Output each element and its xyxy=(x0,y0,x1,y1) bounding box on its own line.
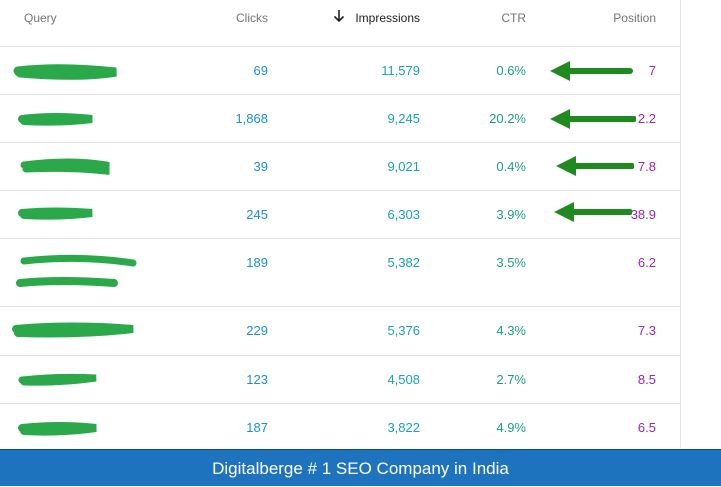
cell-ctr: 20.2% xyxy=(489,111,526,126)
redacted-query-scribble xyxy=(16,254,137,287)
redacted-query-scribble xyxy=(18,113,93,126)
header-impressions[interactable]: Impressions xyxy=(355,11,420,25)
redacted-query-scribble xyxy=(18,422,97,436)
header-position[interactable]: Position xyxy=(613,11,656,25)
cell-clicks: 1,868 xyxy=(235,111,268,126)
table-row[interactable]: 39 9,021 0.4% 7.8 xyxy=(0,143,680,191)
cell-impressions: 9,021 xyxy=(387,159,420,174)
redacted-query-scribble xyxy=(18,373,97,386)
cell-impressions: 9,245 xyxy=(387,111,420,126)
cell-impressions: 4,508 xyxy=(387,372,420,387)
header-ctr[interactable]: CTR xyxy=(501,11,526,25)
green-arrow-icon xyxy=(550,109,636,129)
table-row[interactable]: 1,868 9,245 20.2% 2.2 xyxy=(0,95,680,143)
search-queries-table: Query Clicks Impressions CTR Position 69… xyxy=(0,0,681,448)
cell-clicks: 229 xyxy=(246,323,268,338)
cell-ctr: 0.6% xyxy=(496,63,526,78)
green-arrow-icon xyxy=(550,61,633,81)
table-row[interactable]: 229 5,376 4.3% 7.3 xyxy=(0,307,680,356)
table-row[interactable]: 123 4,508 2.7% 8.5 xyxy=(0,356,680,404)
table-row[interactable]: 189 5,382 3.5% 6.2 xyxy=(0,239,680,307)
cell-impressions: 11,579 xyxy=(381,63,420,78)
arrow-down-icon[interactable] xyxy=(333,8,345,24)
green-arrow-icon xyxy=(556,156,634,176)
header-query[interactable]: Query xyxy=(24,11,57,25)
cell-position: 7.8 xyxy=(637,159,656,174)
green-arrow-icon xyxy=(554,202,632,222)
cell-position: 7.3 xyxy=(637,323,656,338)
cell-clicks: 39 xyxy=(253,159,268,174)
table-row[interactable]: 245 6,303 3.9% 38.9 xyxy=(0,191,680,239)
cell-clicks: 245 xyxy=(246,207,268,222)
cell-position: 7 xyxy=(648,63,656,78)
cell-ctr: 0.4% xyxy=(496,159,526,174)
cell-ctr: 2.7% xyxy=(496,372,526,387)
cell-impressions: 3,822 xyxy=(387,420,420,435)
cell-ctr: 4.3% xyxy=(496,323,526,338)
redacted-query-scribble xyxy=(13,64,117,80)
cell-position: 6.2 xyxy=(637,255,656,270)
cell-position: 6.5 xyxy=(637,420,656,435)
cell-impressions: 5,382 xyxy=(387,255,420,270)
cell-ctr: 3.9% xyxy=(496,207,526,222)
cell-position: 8.5 xyxy=(637,372,656,387)
redacted-query-scribble xyxy=(12,322,134,338)
cell-impressions: 5,376 xyxy=(387,323,420,338)
table-row[interactable]: 187 3,822 4.9% 6.5 xyxy=(0,404,680,448)
cell-clicks: 69 xyxy=(253,63,268,78)
cell-position: 2.2 xyxy=(637,111,656,126)
cell-impressions: 6,303 xyxy=(387,207,420,222)
cell-position: 38.9 xyxy=(630,207,656,222)
header-clicks[interactable]: Clicks xyxy=(236,11,268,25)
cell-ctr: 4.9% xyxy=(496,420,526,435)
table-header: Query Clicks Impressions CTR Position xyxy=(0,0,680,47)
cell-clicks: 187 xyxy=(246,420,268,435)
cell-clicks: 189 xyxy=(246,255,268,270)
company-banner: Digitalberge # 1 SEO Company in India xyxy=(0,449,721,486)
cell-clicks: 123 xyxy=(246,372,268,387)
redacted-query-scribble xyxy=(20,158,110,175)
redacted-query-scribble xyxy=(18,207,93,220)
table-row[interactable]: 69 11,579 0.6% 7 xyxy=(0,47,680,95)
cell-ctr: 3.5% xyxy=(496,255,526,270)
